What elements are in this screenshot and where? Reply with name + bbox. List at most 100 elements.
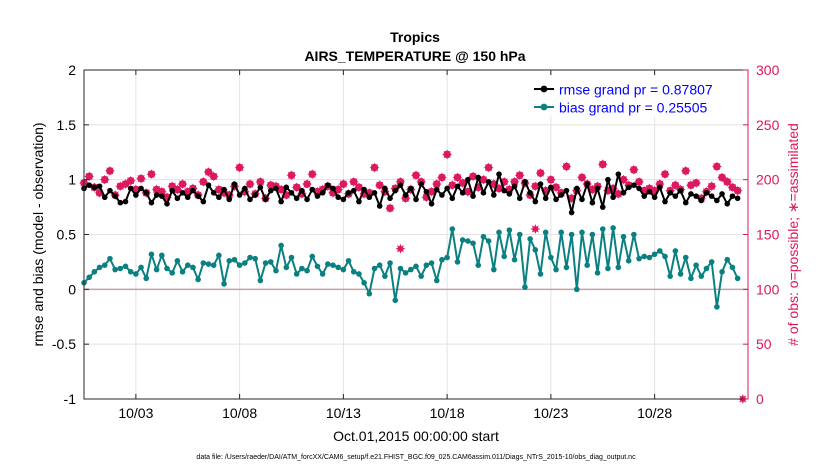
bias-point xyxy=(376,262,383,269)
bias-point xyxy=(267,259,274,265)
legend-bias-label: bias grand pr = 0.25505 xyxy=(559,100,707,116)
rmse-point xyxy=(356,198,362,205)
bias-point xyxy=(143,275,150,282)
bias-point xyxy=(314,263,321,270)
bias-point xyxy=(491,266,497,273)
rmse-point xyxy=(610,194,616,201)
rmse-point xyxy=(553,196,559,203)
bias-point xyxy=(714,304,720,310)
x-axis-label: Oct.01,2015 00:00:00 start xyxy=(333,428,499,444)
bias-point xyxy=(646,254,653,261)
footer-data-file: data file: /Users/raeder/DAI/ATM_forcXX/… xyxy=(196,454,636,461)
y-left-tick-label: 0.5 xyxy=(57,227,77,243)
rmse-point xyxy=(501,187,507,194)
bias-point xyxy=(610,225,616,231)
bias-point xyxy=(107,255,113,262)
bias-point xyxy=(371,265,378,272)
rmse-point xyxy=(496,171,502,177)
y-left-tick-label: 1.5 xyxy=(57,117,77,133)
bias-point xyxy=(662,253,668,260)
obs-assimilated-point xyxy=(136,173,147,184)
rmse-point xyxy=(662,198,668,205)
y-right-tick-label: 100 xyxy=(756,281,780,297)
bias-point xyxy=(190,264,196,271)
bias-point xyxy=(496,229,502,236)
rmse-point xyxy=(376,203,383,209)
rmse-point xyxy=(133,192,139,198)
bias-point xyxy=(226,258,233,264)
bias-point xyxy=(615,264,622,271)
bias-point xyxy=(247,254,253,261)
bias-point xyxy=(210,262,217,269)
bias-point xyxy=(242,260,248,266)
bias-point xyxy=(117,265,124,272)
x-tick-label: 10/08 xyxy=(222,405,257,421)
bias-point xyxy=(599,226,606,232)
x-tick-label: 10/03 xyxy=(118,405,153,421)
rmse-point xyxy=(127,185,134,192)
bias-point xyxy=(283,264,290,271)
y-right-tick-label: 0 xyxy=(756,391,764,407)
x-tick-label: 10/18 xyxy=(430,405,465,421)
legend: rmse grand pr = 0.87807 bias grand pr = … xyxy=(529,75,743,117)
rmse-point xyxy=(195,193,201,199)
bias-point xyxy=(402,270,409,276)
rmse-point xyxy=(273,185,279,192)
rmse-point xyxy=(511,183,518,190)
y-right-tick-label: 200 xyxy=(756,172,780,188)
x-tick-label: 10/13 xyxy=(326,405,361,421)
y-right-tick-label: 150 xyxy=(756,227,780,243)
rmse-point xyxy=(677,187,684,194)
bias-point xyxy=(672,248,679,254)
bias-point xyxy=(387,260,393,266)
obs-assimilated-point xyxy=(104,165,115,176)
y-right-tick-label: 300 xyxy=(756,62,780,78)
rmse-point xyxy=(382,185,388,192)
rmse-point xyxy=(423,188,430,195)
bias-point xyxy=(350,268,357,275)
bias-point xyxy=(397,265,404,272)
bias-point xyxy=(236,262,243,269)
rmse-point xyxy=(143,190,150,196)
rmse-point xyxy=(444,185,450,192)
rmse-point xyxy=(361,186,367,193)
y-left-tick-label: -1 xyxy=(64,391,77,407)
rmse-point xyxy=(589,199,596,206)
obs-assimilated-point xyxy=(597,159,608,170)
rmse-point xyxy=(449,195,456,202)
rmse-point xyxy=(646,188,653,195)
rmse-point xyxy=(350,187,357,194)
bias-point xyxy=(325,261,331,267)
bias-point xyxy=(293,271,300,277)
bias-point xyxy=(304,267,310,274)
rmse-point xyxy=(708,193,715,199)
obs-assimilated-point xyxy=(561,161,572,172)
rmse-point xyxy=(86,182,92,188)
bias-point xyxy=(408,266,414,273)
rmse-point xyxy=(480,190,487,196)
rmse-point xyxy=(594,185,601,192)
obs-assimilated-point xyxy=(302,179,313,190)
bias-point xyxy=(278,242,284,249)
bias-point xyxy=(319,271,326,277)
rmse-point xyxy=(101,194,108,201)
rmse-point xyxy=(651,194,658,201)
bias-point xyxy=(449,226,456,232)
obs-assimilated-point xyxy=(530,224,541,235)
rmse-point xyxy=(631,182,637,188)
rmse-point xyxy=(625,184,632,191)
obs-assimilated-point xyxy=(307,169,318,180)
bias-point xyxy=(153,266,160,273)
rmse-point xyxy=(288,190,295,196)
rmse-point xyxy=(579,196,585,203)
rmse-point xyxy=(693,193,699,199)
bias-point xyxy=(216,252,222,259)
obs-assimilated-point xyxy=(509,176,520,187)
bias-point xyxy=(688,275,694,282)
rmse-point xyxy=(548,184,554,191)
bias-point xyxy=(101,262,108,269)
rmse-point xyxy=(568,209,575,216)
bias-point xyxy=(506,227,513,233)
rmse-point xyxy=(433,186,440,193)
obs-assimilated-point xyxy=(286,170,297,181)
